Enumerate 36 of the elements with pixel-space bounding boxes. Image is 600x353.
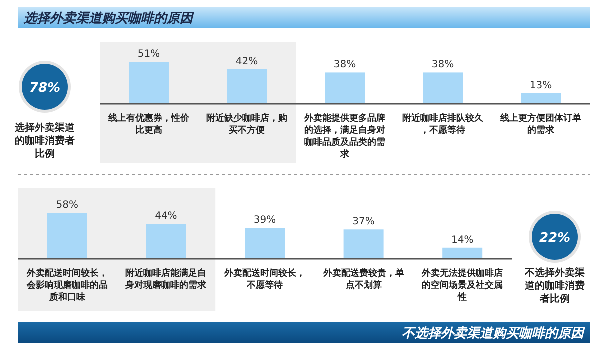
x-tick-label: 外卖配送时间较长，不愿等待	[224, 268, 306, 291]
text: 78%	[29, 81, 61, 96]
x-tick-label: 线上有优惠券，性价比更高	[108, 113, 190, 136]
bar	[146, 224, 186, 259]
x-tick-label: 附近咖啡店排队较久，不愿等待	[402, 113, 484, 136]
x-tick-label: 外卖配送费较贵，单点不划算	[322, 268, 404, 291]
data-label: 58%	[56, 200, 79, 211]
x-tick-label: 线上更方便团体订单的需求	[500, 113, 582, 136]
bar	[47, 213, 88, 259]
text: 22%	[539, 231, 571, 246]
data-label: 38%	[432, 60, 454, 71]
chart-title: 选择外卖渠道购买咖啡的原因	[23, 10, 195, 26]
bar	[227, 69, 267, 104]
bar	[325, 72, 365, 104]
data-label: 42%	[236, 56, 258, 68]
bar	[423, 72, 463, 104]
x-tick-label: 外卖无法提供咖啡店的空间场景及社交属性	[421, 268, 504, 303]
x-tick-label: 附近缺少咖啡店，购买不方便	[206, 113, 288, 136]
bar	[344, 230, 384, 259]
data-label: 44%	[155, 211, 178, 222]
text: 选择外卖渠道的咖啡消费者比例	[14, 122, 76, 160]
bar	[521, 93, 561, 104]
bar	[129, 62, 169, 104]
x-tick-label: 附近咖啡店能满足自身对现磨咖啡的需求	[124, 268, 208, 291]
x-tick-label: 外卖能提供更多品牌的选择，满足自身对咖啡品质及品类的需求	[304, 113, 386, 160]
text: 不选择外卖渠道的咖啡消费者比例	[524, 267, 585, 305]
data-label: 51%	[138, 49, 160, 60]
data-label: 13%	[530, 80, 552, 92]
bar	[245, 228, 285, 259]
data-label: 39%	[254, 215, 276, 226]
x-tick-label: 外卖配送时间较长，会影响现磨咖啡的品质和口味	[26, 268, 108, 303]
data-label: 38%	[334, 60, 356, 71]
data-label: 14%	[451, 234, 474, 246]
text: 不选择外卖渠道购买咖啡的原因	[402, 326, 586, 342]
data-label: 37%	[352, 216, 375, 228]
bar	[442, 248, 483, 259]
